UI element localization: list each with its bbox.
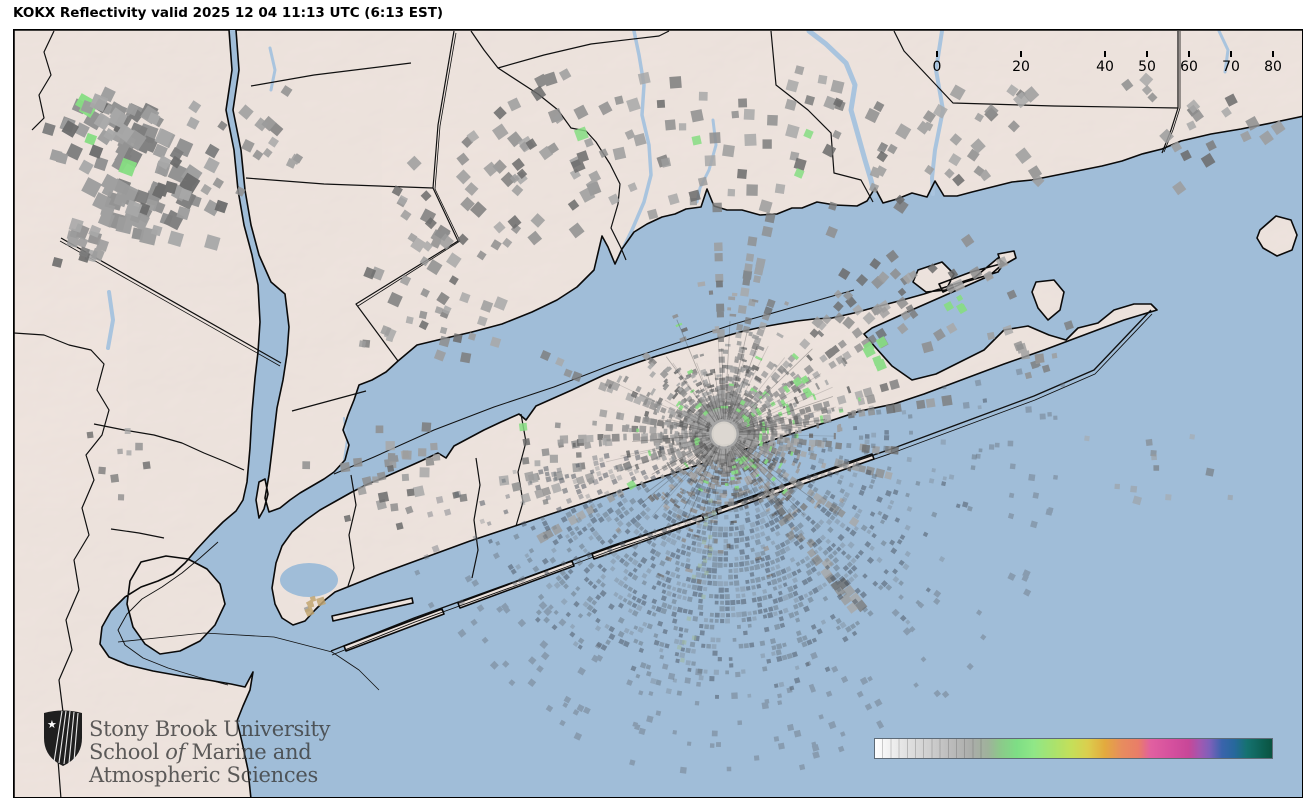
colorbar-tick [1230, 51, 1232, 57]
shield-star-glyph: ★ [47, 718, 57, 731]
ct-county-newlondon [893, 30, 1179, 109]
radar-spoke-streaks [632, 319, 834, 527]
radar-echo-cells [68, 217, 102, 263]
colorbar-tick-label: 50 [1138, 59, 1156, 75]
radar-echo-cells [479, 398, 988, 699]
radar-spoke-streaks [606, 335, 836, 553]
radar-echo-cells [304, 595, 326, 617]
basemap-svg [14, 30, 1302, 797]
nj-corner-line [31, 30, 55, 131]
radar-echo-cells [78, 93, 221, 251]
jamaica-bay [280, 563, 338, 597]
colorbar-step-lines [875, 739, 983, 758]
colorbar-tick-label: 80 [1264, 59, 1282, 75]
radar-echo-cells [1153, 465, 1215, 477]
logo-line-3: Atmospheric Sciences [89, 763, 318, 787]
ct-county-ne [497, 30, 670, 69]
ny-nj-border-double [59, 240, 281, 367]
nj-county-ns [14, 332, 110, 797]
sbu-logo-text: Stony Brook University School of Marine … [89, 718, 330, 787]
colorbar-tick-label: 60 [1180, 59, 1198, 75]
radar-echo-cells [66, 230, 109, 262]
reflectivity-colorbar [874, 738, 1273, 759]
colorbar-gradient [875, 739, 1272, 758]
ny-ct-border [355, 30, 459, 362]
figure-title: KOKX Reflectivity valid 2025 12 04 11:13… [13, 5, 444, 21]
nassau-suffolk-line [515, 413, 527, 527]
radar-site-hole [711, 421, 737, 447]
radar-echo-cells [59, 98, 202, 241]
radar-echo-cells [1145, 438, 1157, 457]
nj-lake [106, 290, 115, 350]
colorbar-tick-label: 20 [1012, 59, 1030, 75]
radar-echo-cells [792, 294, 968, 399]
thames-river [930, 30, 945, 196]
county-line-putnam [250, 62, 412, 87]
colorbar-tick-label: 0 [932, 59, 942, 75]
ct-county-middlesex [770, 30, 874, 203]
colorbar-tick [936, 51, 938, 57]
radar-echo-cells [676, 498, 717, 663]
radar-echo-cells [486, 385, 983, 696]
map-canvas: 0 20 40 50 60 70 80 ★ Stony Brook University S… [13, 29, 1303, 798]
nj-pond [268, 46, 277, 92]
small-river-ne [1217, 30, 1230, 74]
connecticut-river [806, 30, 878, 199]
colorbar-tick-label: 70 [1222, 59, 1240, 75]
colorbar-tick [1188, 51, 1190, 57]
ct-county-wiggly [470, 30, 627, 261]
logo-line-1: Stony Brook University [89, 717, 331, 741]
queens-nassau-line [471, 457, 481, 579]
brooklyn-queens-line [347, 474, 357, 587]
logo-line-2: School of Marine and [89, 740, 312, 764]
nj-county-s [110, 528, 165, 539]
sbu-logo: ★ Stony Brook University School of Marin… [42, 708, 372, 797]
colorbar-tick-label: 40 [1096, 59, 1114, 75]
nj-county-ew [93, 423, 245, 471]
harbor-arc-line [117, 632, 380, 691]
radar-echo-cells [61, 98, 228, 216]
colorbar-tick [1104, 51, 1106, 57]
county-line-westchester-s [291, 390, 367, 412]
radar-echo-layer [42, 65, 1286, 774]
radar-echo-cells [602, 281, 845, 531]
colorbar-tick [1272, 51, 1274, 57]
colorbar-tick [1146, 51, 1148, 57]
housatonic-river [618, 30, 653, 257]
sbu-shield-icon: ★ [44, 710, 82, 766]
colorbar-tick [1020, 51, 1022, 57]
staten-island-channel-line [117, 541, 229, 686]
